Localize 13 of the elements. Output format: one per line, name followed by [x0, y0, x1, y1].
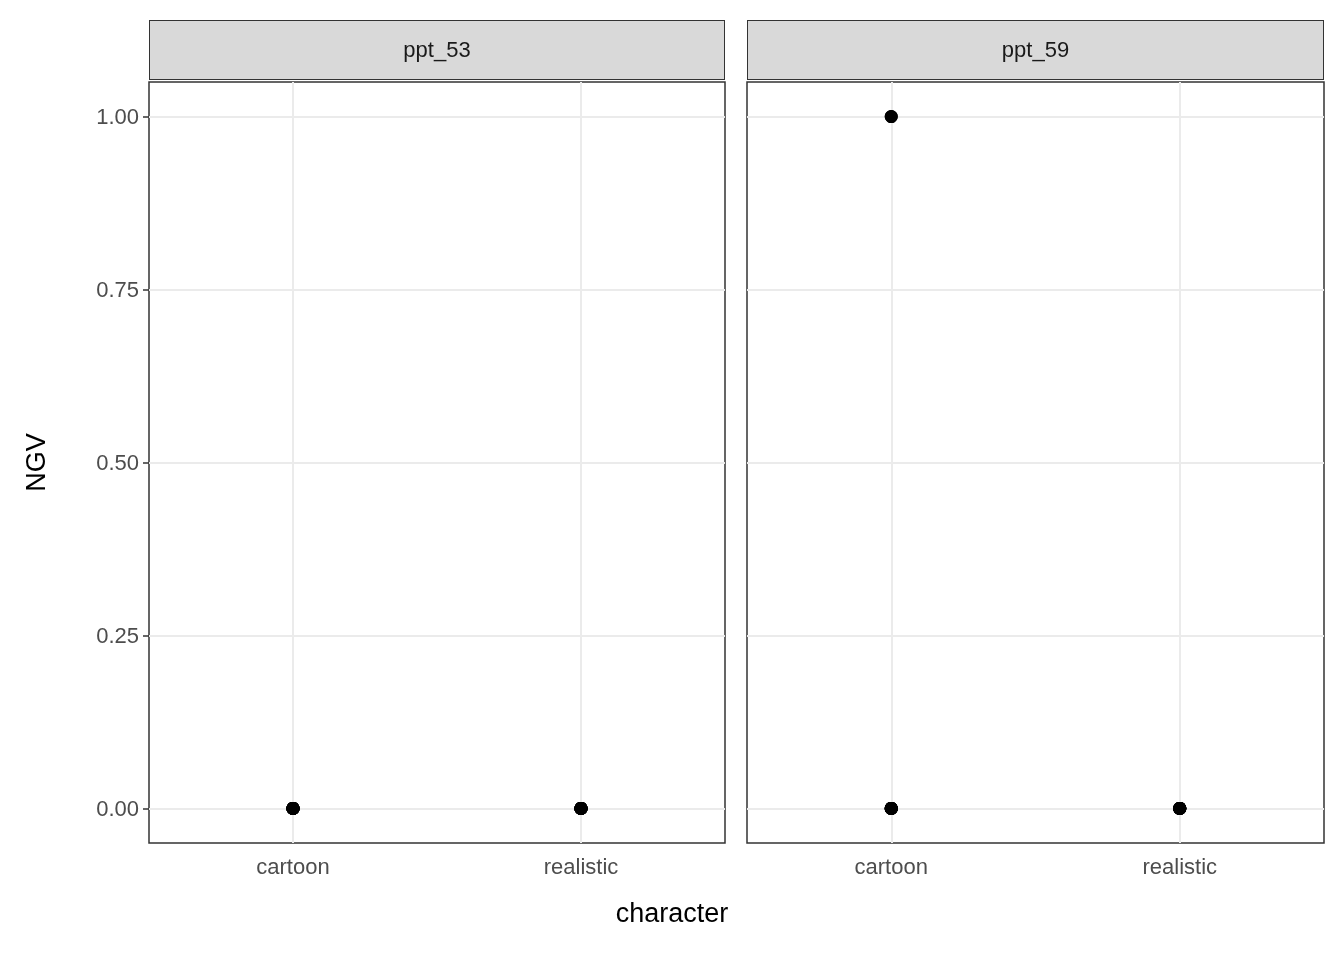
x-tick-label: realistic — [1142, 853, 1218, 879]
y-tick-label: 0.75 — [96, 277, 139, 303]
y-tick-label: 0.50 — [96, 450, 139, 475]
y-tick-label: 0.00 — [96, 795, 139, 821]
chart-title: ppt_53 — [149, 20, 725, 80]
y-tick-label: 1.00 — [96, 104, 139, 130]
x-tick-label: realistic — [543, 853, 619, 879]
y-axis-title: NGV — [20, 433, 51, 492]
x-tick-label: cartoon — [854, 853, 928, 879]
x-tick-label: cartoon — [256, 853, 330, 879]
chart-title: ppt_59 — [747, 20, 1324, 80]
x-axis-title: character — [614, 898, 730, 929]
y-tick-label: 0.25 — [96, 622, 139, 648]
